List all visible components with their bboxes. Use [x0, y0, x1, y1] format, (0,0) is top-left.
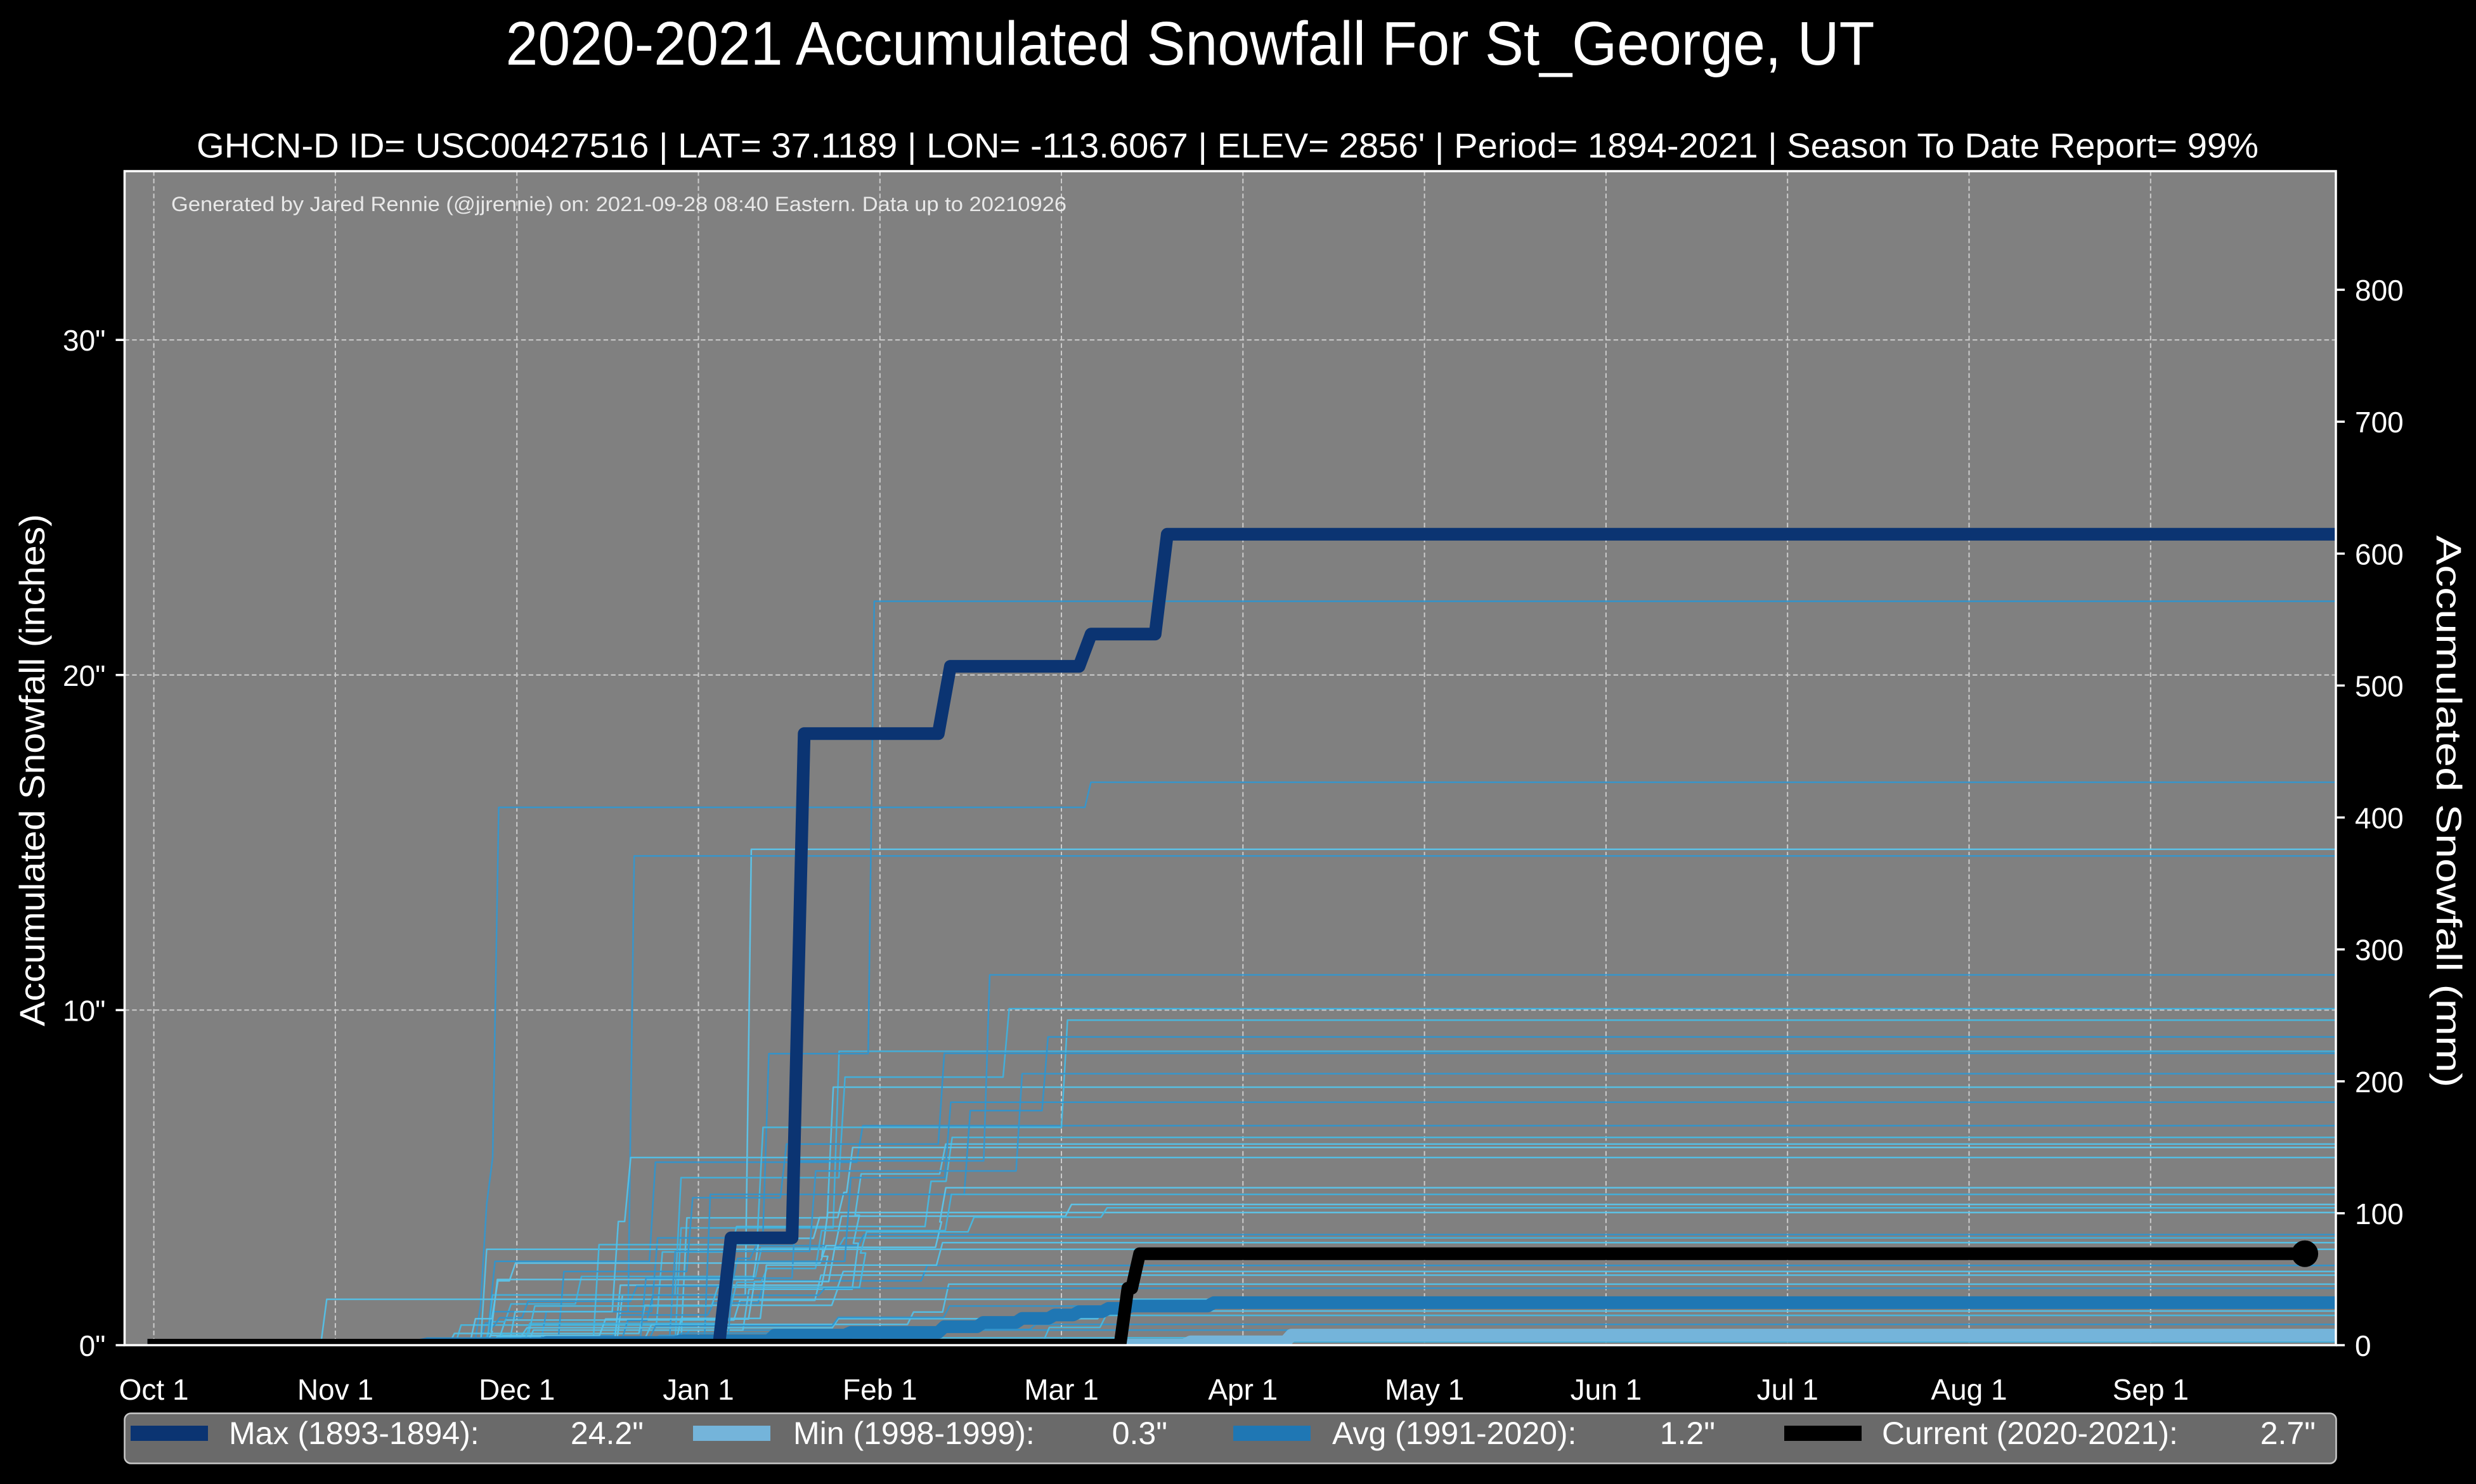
- svg-text:10": 10": [63, 994, 106, 1027]
- svg-text:24.2": 24.2": [571, 1416, 644, 1451]
- svg-text:May 1: May 1: [1385, 1373, 1464, 1406]
- svg-text:0: 0: [2355, 1329, 2371, 1362]
- svg-text:0.3": 0.3": [1112, 1416, 1167, 1451]
- svg-text:Sep 1: Sep 1: [2113, 1373, 2189, 1406]
- svg-text:Dec 1: Dec 1: [479, 1373, 555, 1406]
- svg-text:Oct 1: Oct 1: [119, 1373, 189, 1406]
- svg-text:20": 20": [63, 659, 106, 692]
- svg-text:400: 400: [2355, 802, 2404, 835]
- svg-text:Accumulated Snowfall (mm): Accumulated Snowfall (mm): [2429, 536, 2469, 1088]
- svg-text:600: 600: [2355, 538, 2404, 571]
- svg-text:Max (1893-1894):: Max (1893-1894):: [229, 1416, 479, 1451]
- svg-text:30": 30": [63, 324, 106, 357]
- svg-text:1.2": 1.2": [1660, 1416, 1715, 1451]
- svg-text:Feb 1: Feb 1: [843, 1373, 917, 1406]
- svg-text:Nov 1: Nov 1: [297, 1373, 373, 1406]
- svg-text:200: 200: [2355, 1066, 2404, 1099]
- svg-text:300: 300: [2355, 934, 2404, 967]
- svg-text:2020-2021 Accumulated Snowfall: 2020-2021 Accumulated Snowfall For St_Ge…: [506, 9, 1875, 78]
- svg-text:Generated by Jared Rennie (@jj: Generated by Jared Rennie (@jjrennie) on…: [171, 193, 1066, 216]
- svg-text:Aug 1: Aug 1: [1931, 1373, 2007, 1406]
- svg-text:GHCN-D ID= USC00427516 | LAT=: GHCN-D ID= USC00427516 | LAT= 37.1189 | …: [197, 126, 2259, 165]
- svg-text:800: 800: [2355, 274, 2404, 307]
- svg-text:500: 500: [2355, 669, 2404, 702]
- svg-text:0": 0": [79, 1329, 106, 1362]
- svg-text:Jun 1: Jun 1: [1571, 1373, 1642, 1406]
- svg-text:Mar 1: Mar 1: [1024, 1373, 1099, 1406]
- svg-text:700: 700: [2355, 406, 2404, 439]
- svg-text:Avg (1991-2020):: Avg (1991-2020):: [1332, 1416, 1576, 1451]
- svg-text:Accumulated Snowfall (inches): Accumulated Snowfall (inches): [12, 514, 52, 1026]
- svg-text:Jul 1: Jul 1: [1757, 1373, 1818, 1406]
- svg-text:100: 100: [2355, 1197, 2404, 1230]
- svg-text:Apr 1: Apr 1: [1208, 1373, 1278, 1406]
- svg-text:2.7": 2.7": [2260, 1416, 2316, 1451]
- svg-text:Min (1998-1999):: Min (1998-1999):: [793, 1416, 1035, 1451]
- svg-text:Jan 1: Jan 1: [663, 1373, 734, 1406]
- svg-text:Current (2020-2021):: Current (2020-2021):: [1882, 1416, 2178, 1451]
